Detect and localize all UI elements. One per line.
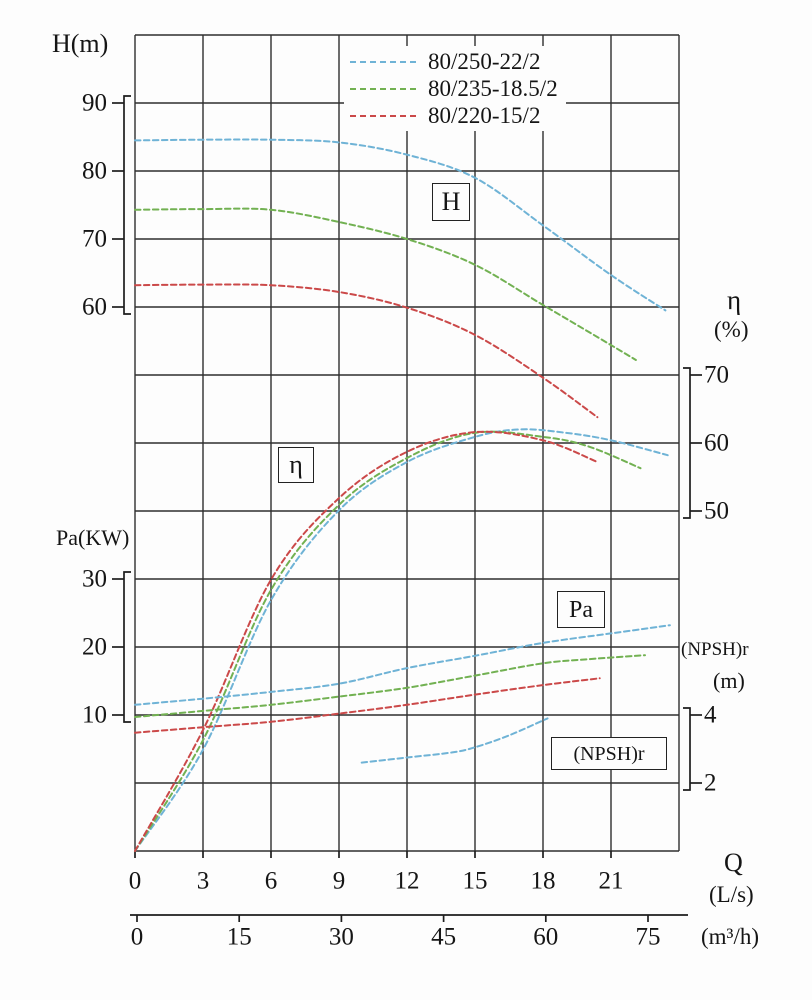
legend-line-swatch <box>350 114 416 117</box>
curve-Pa-80/235-18.5/2 <box>134 654 646 718</box>
NPSH-tick-label: 4 <box>704 701 717 729</box>
curve-Pa-80/220-15/2 <box>134 677 601 734</box>
legend-item-label: 80/235-18.5/2 <box>428 76 558 101</box>
curve-eta-80/250-22/2 <box>134 428 669 852</box>
legend-line-swatch <box>350 87 416 90</box>
q-m3h-tick-label: 75 <box>635 923 661 951</box>
H-tick-label: 60 <box>82 293 107 321</box>
legend-item: 80/250-22/2 <box>350 48 558 75</box>
q-m3h-tick-label: 0 <box>130 923 144 951</box>
curve-Pa-80/250-22/2 <box>134 624 671 706</box>
H-tick-label: 80 <box>82 157 107 185</box>
q-ls-tick-label: 18 <box>530 867 556 895</box>
eta-axis-title: η <box>727 285 742 315</box>
H-axis-bracket <box>123 95 131 315</box>
legend-item-label: 80/250-22/2 <box>428 49 541 74</box>
q-m3h-tick-label: 60 <box>533 923 559 951</box>
npsh-axis-unit: (m) <box>713 668 745 693</box>
eta-tick-label: 60 <box>704 429 729 457</box>
q-ls-tick-label: 12 <box>394 867 420 895</box>
q-ls-tick-label: 0 <box>128 867 142 895</box>
q-ls-tick-label: 9 <box>332 867 346 895</box>
curve-eta-80/235-18.5/2 <box>134 430 642 852</box>
H-tick-label: 90 <box>82 89 107 117</box>
eta-axis-bracket <box>683 367 691 519</box>
q-ls-tick-label: 15 <box>462 867 488 895</box>
q-ls-tick-label: 6 <box>264 867 278 895</box>
eta-tick-label: 70 <box>704 361 729 389</box>
npsh-axis-title: (NPSH)r <box>681 639 749 660</box>
Pa-tick-label: 30 <box>82 565 107 593</box>
eta-curve-label: η <box>278 447 314 483</box>
q-m3h-tick-label: 30 <box>328 923 354 951</box>
NPSH-tick-label: 2 <box>704 769 717 797</box>
npsh-curve-label: (NPSH)r <box>551 737 667 770</box>
legend-line-swatch <box>350 60 416 63</box>
Pa-axis-bracket <box>123 571 131 723</box>
q-axis-title: Q <box>724 848 743 877</box>
Pa-tick-label: 20 <box>82 633 107 661</box>
curve-eta-80/220-15/2 <box>134 430 599 852</box>
q-m3h-tick-label: 45 <box>431 923 457 951</box>
q-ls-tick-label: 3 <box>196 867 210 895</box>
q-ls-unit-label: (L/s) <box>709 882 754 907</box>
eta-tick-label: 50 <box>704 497 729 525</box>
legend: 80/250-22/2 80/235-18.5/2 80/220-15/2 <box>344 46 566 131</box>
H-tick-label: 70 <box>82 225 107 253</box>
eta-axis-unit: (%) <box>714 317 749 342</box>
q-m3h-unit-label: (m³/h) <box>701 924 759 949</box>
legend-item: 80/220-15/2 <box>350 102 558 129</box>
NPSH-axis-bracket <box>683 707 691 791</box>
curve-H-80/235-18.5/2 <box>134 207 637 361</box>
h-curve-label: H <box>432 183 470 221</box>
curve-H-80/220-15/2 <box>134 283 599 419</box>
h-axis-title: H(m) <box>52 29 109 58</box>
curve-H-80/250-22/2 <box>134 138 667 312</box>
q-m3h-tick-label: 15 <box>226 923 252 951</box>
legend-item: 80/235-18.5/2 <box>350 75 558 102</box>
Pa-tick-label: 10 <box>82 701 107 729</box>
legend-item-label: 80/220-15/2 <box>428 103 541 128</box>
curve-NPSH-80/250-22/2 <box>360 717 549 764</box>
pa-axis-title: Pa(KW) <box>56 525 130 550</box>
q-ls-tick-label: 21 <box>598 867 624 895</box>
pa-curve-label: Pa <box>557 591 605 628</box>
